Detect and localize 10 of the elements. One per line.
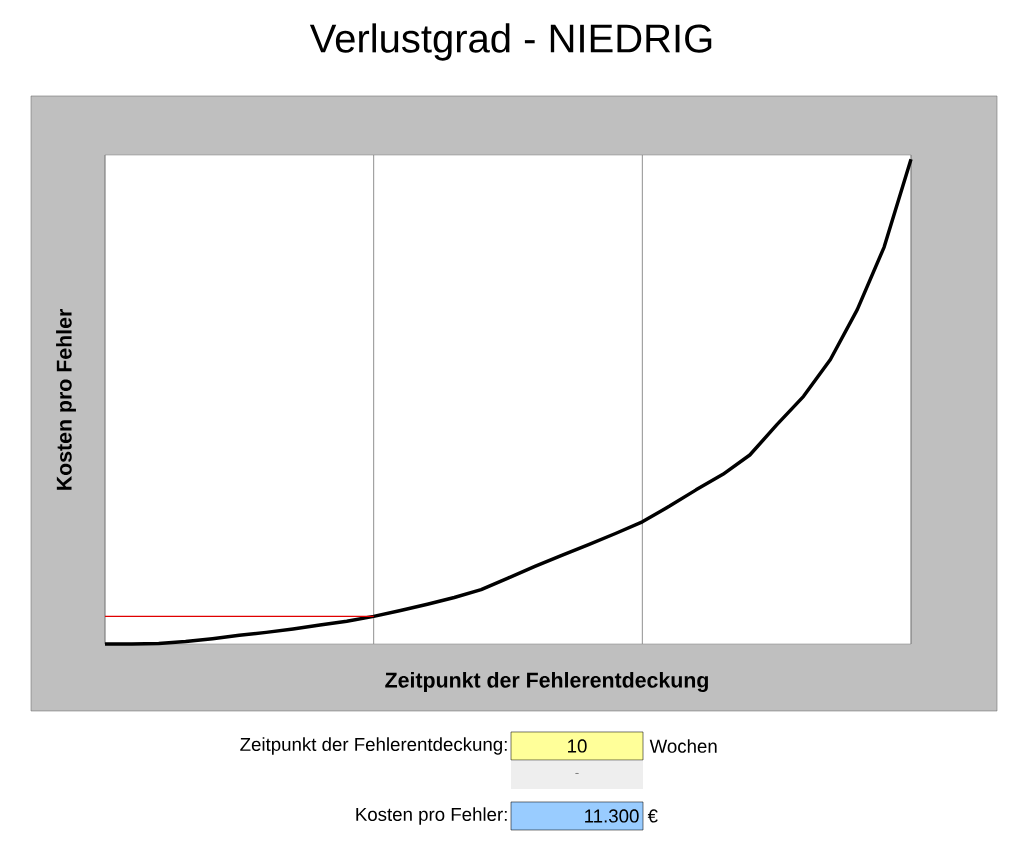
text: Kosten pro Fehler:	[356, 807, 507, 825]
text: Wochen	[649, 739, 717, 753]
text: Zeitpunkt der Fehlerentdeckung:	[240, 737, 507, 755]
x-axis-title: Zeitpunkt der Fehlerentdeckung	[385, 672, 708, 692]
y-axis-title: Kosten pro Fehler	[56, 309, 76, 490]
chart-title: Verlustgrad - NIEDRIG	[309, 23, 712, 61]
text: €	[647, 809, 658, 823]
text: 10	[568, 739, 587, 753]
text: -	[575, 772, 579, 774]
text: 11.300	[585, 809, 639, 823]
